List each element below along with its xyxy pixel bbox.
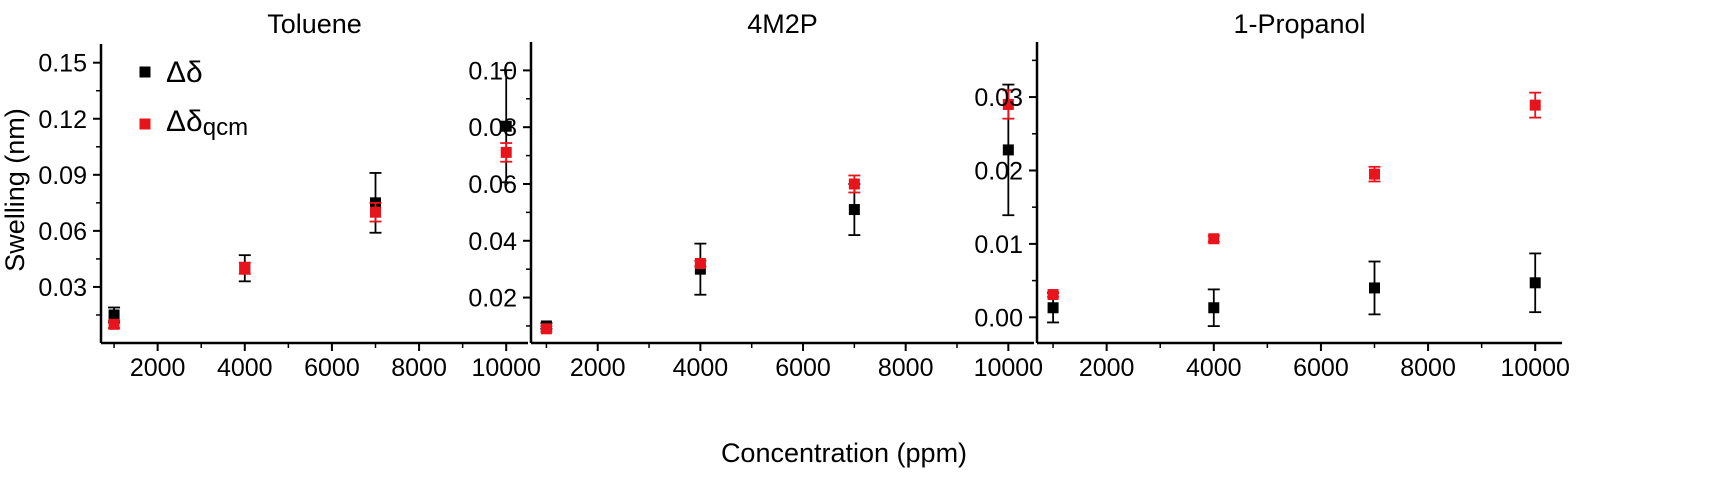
data-point [694,257,706,269]
y-tick-label: 0.01 [974,231,1023,259]
data-point [500,120,512,132]
y-tick-label: 0.00 [974,304,1023,332]
y-tick-label: 0.02 [468,285,517,313]
legend-label: Δδqcm [166,105,248,141]
data-point [239,262,251,274]
data-point [1208,302,1220,314]
data-point [1047,302,1059,314]
y-tick-label: 0.10 [468,57,517,85]
series-delta [1047,252,1542,328]
y-tick-label: 0.09 [38,162,87,190]
data-point [1369,282,1380,294]
series-delta [540,83,1015,332]
chart-panel-2: 4M2P 2000 4000 6000 8000 10000 0.02 0.04 0.06 0.0… [468,9,1043,382]
x-tick-label: 6000 [304,354,360,382]
y-tick-label: 0.06 [38,218,87,246]
data-point [848,204,860,216]
y-tick-label: 0.06 [468,171,517,199]
data-point [1208,233,1220,245]
series-delta-qcm [1047,91,1542,301]
data-point [108,318,120,330]
x-tick-label: 10000 [974,354,1044,382]
x-tick-label: 8000 [391,354,447,382]
data-point [1002,144,1014,156]
y-tick-label: 0.04 [468,228,517,256]
legend-marker [139,66,151,78]
y-axis-label: Swelling (nm) [0,108,30,272]
legend-marker [139,118,151,130]
series-delta-qcm [108,142,513,330]
legend-label: Δδ [166,56,203,89]
series-delta-qcm [540,89,1015,335]
x-tick-label: 4000 [1186,354,1242,382]
data-point [1369,168,1380,180]
y-tick-label: 0.12 [38,106,87,134]
x-tick-label: 4000 [673,354,729,382]
x-tick-label: 6000 [1293,354,1349,382]
x-tick-label: 2000 [1079,354,1135,382]
data-point [1529,99,1541,111]
x-tick-label: 2000 [130,354,186,382]
x-axis-label: Concentration (ppm) [721,438,967,468]
x-tick-label: 8000 [1400,354,1456,382]
legend-entry-2: Δδqcm [139,105,248,141]
data-point [108,309,120,321]
data-point [848,178,860,190]
x-tick-label: 10000 [1500,354,1570,382]
x-tick-label: 2000 [570,354,626,382]
x-tick-label: 4000 [217,354,273,382]
data-point [500,146,512,158]
x-tick-label: 8000 [878,354,934,382]
chart-panel-1: Toluene 2000 4000 6000 8000 10000 0.03 0.06 0.09… [38,9,541,382]
data-point [370,206,381,218]
x-tick-label: 6000 [775,354,831,382]
x-tick-label: 10000 [471,354,541,382]
y-tick-label: 0.02 [974,157,1023,185]
y-tick-label: 0.08 [468,114,517,142]
chart-panels: Toluene 2000 4000 6000 8000 10000 0.03 0.06 0.09… [38,9,1570,382]
chart-title: Toluene [267,9,362,39]
y-tick-label: 0.03 [38,274,87,302]
data-point [1002,98,1014,110]
y-tick-label: 0.03 [974,84,1023,112]
data-point [1047,289,1059,301]
y-tick-label: 0.15 [38,50,87,78]
chart-title: 1-Propanol [1233,9,1365,39]
data-point [1529,277,1541,289]
chart-panel-3: 1-Propanol 2000 4000 6000 8000 10000 0.00 0.01 0… [974,9,1570,382]
legend-entry-1: Δδ [139,56,203,89]
legend: Δδ Δδqcm [139,56,248,141]
data-point [694,263,706,275]
data-point [540,323,552,335]
chart-title: 4M2P [747,9,818,39]
